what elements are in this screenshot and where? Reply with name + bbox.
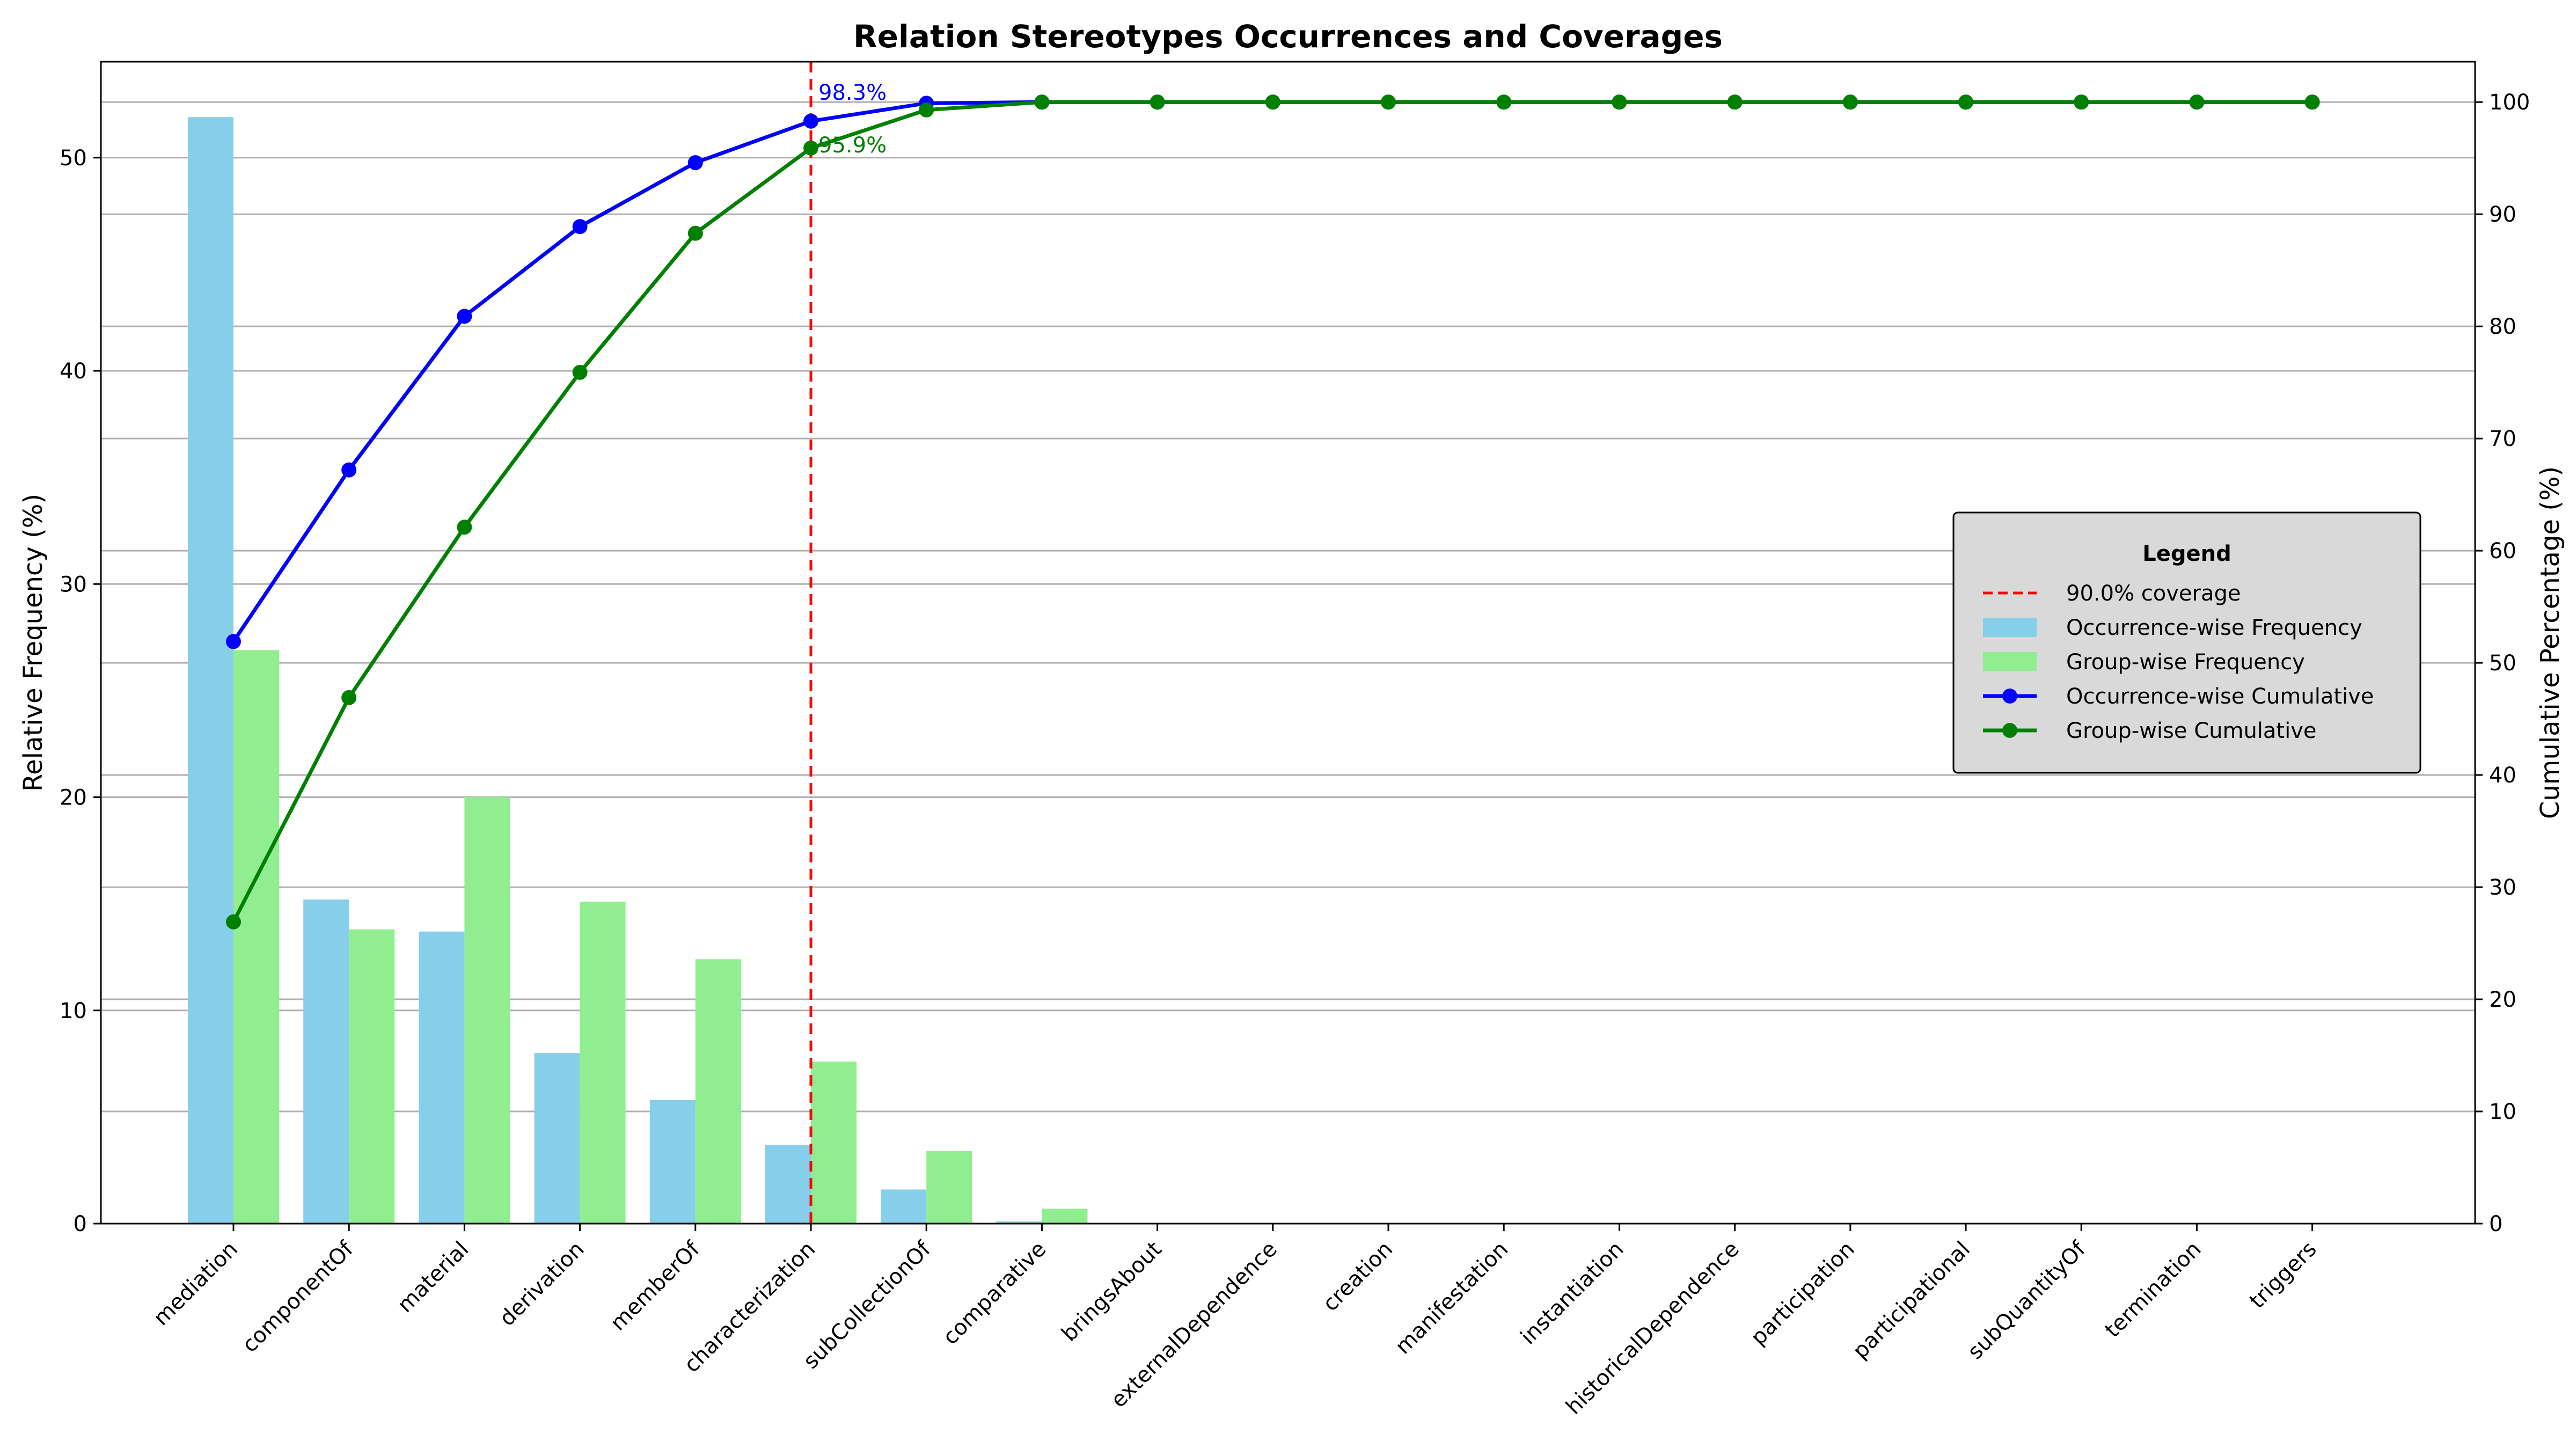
y-axis-right-label: Cumulative Percentage (%): [2535, 466, 2565, 819]
data-point: [572, 219, 588, 235]
data-point: [457, 519, 472, 535]
y-left-tick-label: 0: [74, 1212, 87, 1236]
x-tick-label: termination: [2100, 1237, 2206, 1343]
legend-box: [1952, 511, 2421, 774]
legend-entries: 90.0% coverage Occurrence-wise Frequency G…: [1983, 581, 2374, 743]
y-right-tick-label: 90: [2489, 202, 2516, 227]
y-left-tick-label: 40: [60, 359, 87, 384]
y-left-tick-label: 30: [60, 572, 87, 597]
legend-label: Group-wise Cumulative: [2066, 719, 2317, 743]
data-point: [1612, 94, 1627, 110]
bar: [464, 797, 510, 1224]
data-point: [2304, 94, 2320, 110]
bar: [1042, 1209, 1088, 1224]
x-tick-label: comparative: [938, 1237, 1051, 1350]
x-tick-label: bringsAbout: [1057, 1237, 1166, 1346]
legend-label: Occurrence-wise Frequency: [2066, 616, 2362, 640]
y-right-tick-label: 0: [2489, 1212, 2502, 1236]
x-tick-label: componentOf: [238, 1236, 358, 1357]
data-point: [572, 364, 588, 380]
y-right-tick-label: 30: [2489, 875, 2516, 900]
data-point: [1727, 94, 1743, 110]
chart-title: Relation Stereotypes Occurrences and Cov…: [853, 18, 1723, 55]
y-left-tick-label: 50: [60, 146, 87, 171]
legend-label: Occurrence-wise Cumulative: [2066, 684, 2374, 709]
bar: [649, 1100, 696, 1224]
y-right-tick-label: 100: [2489, 90, 2530, 115]
y-right-tick-label: 70: [2489, 427, 2516, 451]
legend-label: 90.0% coverage: [2066, 581, 2241, 606]
bar: [303, 899, 349, 1224]
plot-frame: [100, 61, 2476, 1225]
x-tick-label: manifestation: [1391, 1237, 1513, 1359]
bar: [233, 650, 279, 1224]
bars-layer: [188, 117, 1088, 1224]
y-right-tick-label: 20: [2489, 987, 2516, 1012]
bar: [765, 1145, 811, 1224]
data-point: [457, 309, 472, 324]
legend-swatch: [1983, 618, 2037, 637]
legend-marker: [2002, 723, 2017, 738]
data-point: [2189, 94, 2205, 110]
data-point: [687, 155, 703, 171]
data-point: [1842, 94, 1858, 110]
y-left-tick-label: 20: [60, 786, 87, 810]
data-point: [226, 914, 241, 930]
bar: [534, 1053, 580, 1224]
bar: [188, 117, 233, 1224]
bar: [419, 931, 465, 1224]
legend-swatch: [1983, 652, 2037, 671]
x-tick-label: participation: [1746, 1237, 1860, 1350]
x-tick-label: subQuantityOf: [1963, 1236, 2091, 1364]
legend: Legend 90.0% coverage Occurrence-wise Fre…: [1952, 511, 2421, 774]
x-tick-label: creation: [1318, 1237, 1397, 1316]
x-tick-label: derivation: [495, 1237, 589, 1331]
data-point: [919, 102, 934, 118]
x-tick-label: instantiation: [1516, 1237, 1629, 1350]
data-point: [341, 462, 357, 478]
data-point: [1265, 94, 1280, 110]
y-left-tick-label: 10: [60, 999, 87, 1023]
lines-layer: 98.3% 95.9%: [226, 62, 2320, 1224]
legend-marker: [2002, 689, 2017, 704]
data-point: [1381, 94, 1396, 110]
data-point: [1034, 94, 1050, 110]
data-point: [1150, 94, 1165, 110]
data-point: [2074, 94, 2089, 110]
bar: [695, 959, 741, 1224]
data-point: [803, 140, 818, 156]
y-right-tick-label: 40: [2489, 763, 2516, 788]
bar: [926, 1151, 972, 1224]
data-point: [803, 113, 818, 129]
data-point: [687, 225, 703, 241]
y-right-tick-label: 60: [2489, 539, 2516, 564]
data-point: [226, 634, 241, 649]
legend-title: Legend: [2142, 541, 2231, 566]
data-point: [1496, 94, 1512, 110]
bar: [349, 929, 395, 1224]
legend-label: Group-wise Frequency: [2066, 650, 2305, 675]
data-point: [1958, 94, 1973, 110]
x-tick-label: mediation: [149, 1237, 243, 1331]
x-tick-label: subCollectionOf: [799, 1236, 936, 1374]
bar: [996, 1221, 1042, 1224]
y-right-tick-label: 80: [2489, 314, 2516, 339]
y-right-tick-label: 10: [2489, 1100, 2516, 1124]
y-right-tick-label: 50: [2489, 651, 2516, 676]
x-tick-label: participational: [1848, 1237, 1975, 1364]
y-axis-left-label: Relative Frequency (%): [18, 494, 48, 792]
annotation-label: 95.9%: [818, 133, 887, 158]
bar: [881, 1189, 927, 1224]
annotation-label: 98.3%: [818, 80, 887, 105]
bar: [811, 1062, 857, 1224]
data-point: [341, 690, 357, 705]
x-tick-label: memberOf: [606, 1236, 705, 1336]
x-tick-label: triggers: [2245, 1237, 2322, 1314]
bar: [580, 902, 626, 1224]
x-tick-label: material: [393, 1237, 474, 1318]
